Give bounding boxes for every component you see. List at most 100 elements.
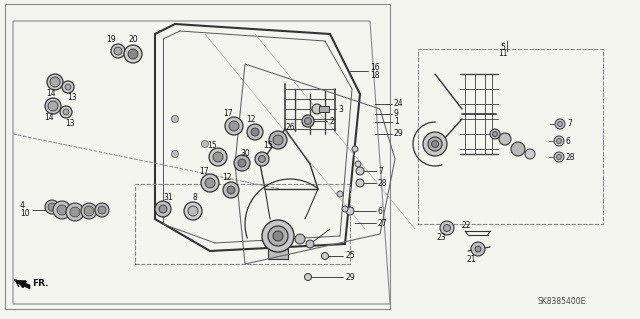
Circle shape	[223, 182, 239, 198]
Text: 12: 12	[222, 174, 232, 182]
Circle shape	[209, 148, 227, 166]
Circle shape	[255, 152, 269, 166]
Circle shape	[234, 155, 250, 171]
Text: 21: 21	[467, 255, 476, 263]
Circle shape	[62, 81, 74, 93]
Circle shape	[47, 74, 63, 90]
Circle shape	[81, 203, 97, 219]
Circle shape	[557, 138, 561, 144]
Circle shape	[84, 206, 94, 216]
Circle shape	[57, 205, 67, 215]
Bar	[268, 249, 288, 259]
Circle shape	[557, 154, 561, 160]
Circle shape	[305, 273, 312, 280]
Text: 19: 19	[106, 35, 116, 44]
Text: 27: 27	[378, 219, 388, 227]
Text: 10: 10	[20, 209, 29, 218]
Text: 6: 6	[378, 206, 383, 216]
Text: 29: 29	[394, 130, 404, 138]
Circle shape	[268, 226, 288, 246]
Text: 14: 14	[46, 88, 56, 98]
Text: 24: 24	[394, 100, 404, 108]
Text: 26: 26	[285, 123, 294, 132]
Circle shape	[557, 122, 563, 127]
Circle shape	[95, 203, 109, 217]
Circle shape	[238, 159, 246, 167]
Circle shape	[111, 44, 125, 58]
Circle shape	[63, 109, 69, 115]
Circle shape	[525, 149, 535, 159]
Circle shape	[475, 246, 481, 252]
Text: 31: 31	[163, 194, 173, 203]
Text: 20: 20	[128, 35, 138, 44]
Circle shape	[213, 152, 223, 162]
Bar	[5, 4, 390, 309]
Circle shape	[124, 45, 142, 63]
Circle shape	[471, 242, 485, 256]
Circle shape	[440, 221, 454, 235]
Circle shape	[98, 206, 106, 214]
Text: 16: 16	[370, 63, 380, 72]
Circle shape	[499, 133, 511, 145]
Circle shape	[554, 152, 564, 162]
Bar	[418, 49, 603, 224]
Circle shape	[337, 191, 343, 197]
Circle shape	[352, 146, 358, 152]
Circle shape	[227, 186, 235, 194]
Circle shape	[201, 174, 219, 192]
Circle shape	[128, 49, 138, 59]
Text: 15: 15	[263, 142, 273, 151]
Circle shape	[273, 231, 283, 241]
Circle shape	[45, 98, 61, 114]
Circle shape	[66, 203, 84, 221]
Circle shape	[355, 161, 361, 167]
Bar	[135, 184, 350, 264]
Text: 2: 2	[329, 116, 333, 125]
Circle shape	[302, 115, 314, 127]
Circle shape	[205, 178, 215, 188]
Text: 13: 13	[67, 93, 77, 102]
Circle shape	[356, 167, 364, 175]
Text: 12: 12	[246, 115, 256, 124]
Text: 23: 23	[436, 233, 446, 241]
Text: 17: 17	[199, 167, 209, 175]
Text: 15: 15	[207, 142, 217, 151]
Circle shape	[184, 202, 202, 220]
Text: 13: 13	[65, 118, 75, 128]
Text: FR.: FR.	[32, 279, 49, 288]
Text: 29: 29	[345, 272, 355, 281]
Text: 8: 8	[193, 194, 197, 203]
Circle shape	[431, 140, 438, 147]
Circle shape	[114, 47, 122, 55]
Text: 18: 18	[370, 70, 380, 79]
Circle shape	[493, 131, 497, 137]
Circle shape	[45, 200, 59, 214]
Text: 11: 11	[499, 49, 508, 58]
Circle shape	[225, 117, 243, 135]
Circle shape	[48, 101, 58, 111]
Text: 25: 25	[345, 251, 355, 261]
Circle shape	[259, 155, 266, 162]
Text: 7: 7	[567, 120, 572, 129]
Circle shape	[251, 128, 259, 136]
Text: 28: 28	[566, 152, 575, 161]
Circle shape	[306, 240, 314, 248]
Polygon shape	[14, 279, 30, 289]
Text: 7: 7	[378, 167, 383, 175]
Text: 9: 9	[394, 109, 399, 118]
Circle shape	[202, 140, 209, 147]
Circle shape	[273, 135, 283, 145]
Circle shape	[70, 207, 80, 217]
Circle shape	[159, 205, 167, 213]
Circle shape	[444, 225, 451, 232]
Circle shape	[554, 136, 564, 146]
Circle shape	[356, 179, 364, 187]
Text: SK8385400E: SK8385400E	[537, 296, 586, 306]
Text: 22: 22	[461, 221, 470, 231]
Text: 4: 4	[20, 202, 25, 211]
Circle shape	[65, 84, 71, 90]
Text: 14: 14	[44, 113, 54, 122]
Circle shape	[428, 137, 442, 151]
Circle shape	[188, 206, 198, 216]
Text: 30: 30	[240, 149, 250, 158]
